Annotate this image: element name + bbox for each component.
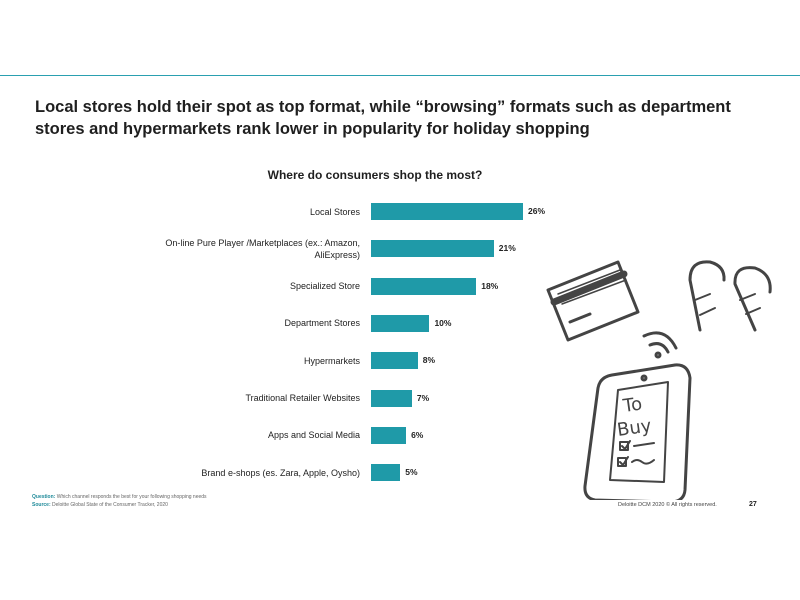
value-label: 18% [481, 280, 499, 291]
svg-text:Buy: Buy [616, 415, 653, 441]
value-label: 6% [411, 429, 424, 440]
value-label: 10% [434, 317, 452, 328]
category-label: Traditional Retailer Websites [245, 393, 360, 403]
value-label: 26% [528, 206, 546, 216]
category-label: Hypermarkets [303, 355, 360, 366]
bar [371, 464, 401, 482]
slide-title: Local stores hold their spot as top form… [35, 98, 731, 138]
bar [371, 352, 418, 370]
value-label: 7% [416, 392, 430, 403]
bar [371, 277, 477, 295]
category-label: On-line Pure Player /Marketplaces (ex.: … [165, 237, 360, 260]
category-label: Local Stores [309, 206, 360, 217]
label: Question: [32, 494, 56, 500]
category-label: Brand e-shops (es. Zara, Apple, Oysho) [201, 467, 360, 478]
bar [371, 426, 407, 444]
label: Source: [32, 502, 51, 508]
value-label: 8% [422, 355, 436, 366]
illustration: To Buy [546, 260, 772, 500]
bar [371, 203, 523, 220]
category-label: Apps and Social Media [267, 430, 360, 441]
text: Which channel responds the best for your… [56, 494, 207, 500]
bar [371, 389, 412, 407]
text: Deloitte Global State of the Consumer Tr… [52, 502, 168, 508]
credit-card [546, 260, 640, 342]
footnote-source: Source: Deloitte Global State of the Con… [32, 502, 168, 508]
bar [371, 240, 494, 258]
category-label: Department Stores [284, 318, 360, 329]
chart-subtitle: Where do consumers shop the most? [267, 168, 483, 182]
top-rule [0, 75, 800, 76]
footnote-question: Question: Which channel responds the bes… [32, 494, 207, 500]
rights: Deloitte DCM 2020 © All rights reserved. [618, 502, 717, 508]
value-label: 21% [498, 243, 516, 254]
value-label: 5% [405, 467, 418, 478]
wifi [642, 331, 678, 359]
bar [371, 314, 430, 332]
category-label: Specialized Store [289, 281, 360, 292]
phone: To Buy [583, 363, 692, 500]
candy-canes [688, 260, 772, 332]
page-number: 27 [749, 501, 757, 508]
svg-text:To: To [621, 394, 644, 418]
